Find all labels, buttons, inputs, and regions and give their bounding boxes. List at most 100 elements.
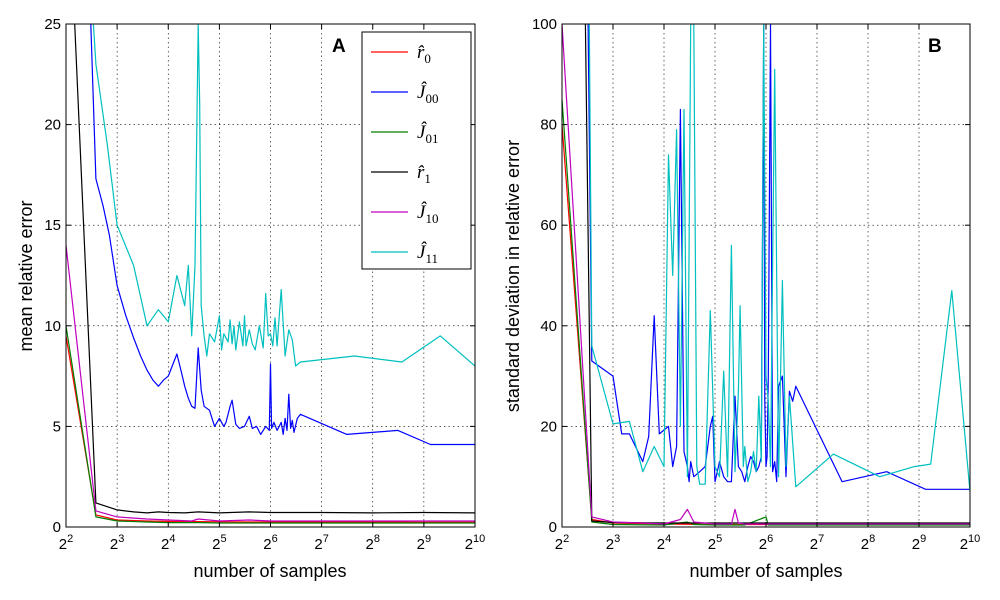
y-tick-label: 20 [540,418,557,435]
series-line-r1 [74,24,475,514]
series-line-j01 [66,325,475,524]
legend-entry-symbol: r̂ [417,162,425,183]
x-tick-base: 2 [59,536,67,553]
legend-entry-j00: Ĵ00 [417,81,438,106]
panel-label-b: B [928,36,942,57]
y-tick-label: 5 [53,418,61,435]
y-axis-label: standard deviation in relative error [503,140,523,412]
y-tick-label: 60 [540,217,557,234]
x-tick-exponent: 10 [473,533,485,545]
x-tick-exponent: 4 [169,533,175,545]
x-tick-exponent: 9 [920,533,926,545]
x-tick-exponent: 2 [563,533,569,545]
legend-entry-j10: Ĵ10 [417,201,438,226]
legend-entry-subscript: 10 [425,211,438,226]
y-tick-label: 0 [549,519,557,536]
x-tick-base: 2 [212,536,220,553]
legend-entry-subscript: 01 [425,131,438,146]
x-tick-base: 2 [555,536,563,553]
x-tick-base: 2 [161,536,169,553]
series-line-j00 [587,24,970,490]
x-tick-base: 2 [759,536,767,553]
x-tick-exponent: 7 [323,533,329,545]
x-tick-label: 27 [810,533,824,553]
x-tick-exponent: 7 [818,533,824,545]
series-line-j01 [562,99,970,526]
y-tick-label: 0 [53,519,61,536]
x-tick-base: 2 [465,536,473,553]
legend-entry-j01: Ĵ01 [417,121,438,146]
x-tick-exponent: 10 [968,533,980,545]
x-tick-base: 2 [861,536,869,553]
x-tick-label: 28 [861,533,875,553]
series-line-j00 [90,24,475,446]
x-tick-exponent: 3 [118,533,124,545]
x-tick-base: 2 [912,536,920,553]
x-tick-label: 22 [555,533,569,553]
x-tick-base: 2 [657,536,665,553]
x-tick-base: 2 [110,536,118,553]
series-line-j11 [588,24,970,492]
legend-entry-subscript: 00 [425,91,438,106]
x-tick-base: 2 [263,536,271,553]
x-tick-label: 25 [212,533,226,553]
x-tick-base: 2 [366,536,374,553]
y-tick-label: 40 [540,318,557,335]
series-lines [66,24,475,524]
y-tick-label: 100 [532,16,557,33]
legend-entry-symbol: Ĵ [417,121,427,143]
x-tick-exponent: 6 [767,533,773,545]
x-tick-label: 210 [960,533,981,553]
legend-entry-j11: Ĵ11 [417,241,438,266]
legend-entry-subscript: 0 [424,51,431,66]
x-tick-label: 25 [708,533,722,553]
x-tick-base: 2 [708,536,716,553]
legend-entry-r0: r̂0 [417,42,431,66]
x-tick-label: 28 [366,533,380,553]
x-tick-label: 27 [314,533,328,553]
legend-box [361,31,472,270]
x-tick-exponent: 8 [869,533,875,545]
x-tick-exponent: 4 [665,533,671,545]
legend-entry-r1: r̂1 [417,162,431,186]
x-axis-label: number of samples [689,561,842,581]
grid [66,24,475,527]
y-tick-label: 20 [44,117,61,134]
legend-entry-symbol: Ĵ [417,241,427,263]
x-tick-label: 22 [59,533,73,553]
x-tick-label: 26 [263,533,277,553]
x-tick-base: 2 [314,536,322,553]
y-tick-label: 15 [44,217,61,234]
x-tick-base: 2 [606,536,614,553]
y-axis-label: mean relative error [16,200,36,351]
x-tick-label: 23 [606,533,620,553]
x-tick-label: 24 [161,533,175,553]
x-tick-base: 2 [960,536,968,553]
x-tick-label: 29 [417,533,431,553]
x-tick-label: 26 [759,533,773,553]
x-tick-exponent: 8 [374,533,380,545]
y-tick-label: 25 [44,16,61,33]
x-tick-exponent: 5 [220,533,226,545]
x-tick-label: 210 [465,533,486,553]
panel-label-a: A [332,36,346,57]
legend-entry-symbol: Ĵ [417,201,427,223]
x-tick-base: 2 [417,536,425,553]
x-tick-exponent: 6 [272,533,278,545]
series-line-r0 [66,335,475,523]
x-tick-base: 2 [810,536,818,553]
x-tick-label: 29 [912,533,926,553]
x-axis-label: number of samples [193,561,346,581]
series-lines [562,24,970,526]
legend-entry-symbol: r̂ [417,42,425,63]
y-tick-label: 10 [44,318,61,335]
series-line-j10 [66,245,475,522]
x-tick-exponent: 3 [614,533,620,545]
y-tick-label: 80 [540,117,557,134]
